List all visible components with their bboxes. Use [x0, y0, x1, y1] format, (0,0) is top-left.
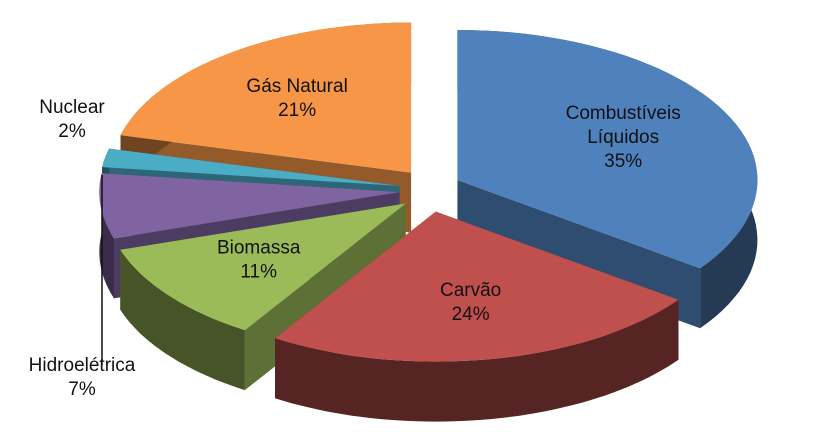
value-label: 7%: [68, 379, 96, 400]
label-line: Hidroelétrica: [29, 355, 136, 376]
slice-top: [457, 30, 758, 269]
slice-label: Hidroelétrica: [29, 355, 136, 376]
slice-label: Nuclear: [39, 97, 105, 118]
label-line: Combustíveis: [566, 103, 681, 124]
slice-top: [275, 211, 679, 362]
slice-wall: [275, 299, 679, 422]
slice-top: [99, 173, 400, 239]
value-label: 35%: [604, 151, 642, 172]
label-line: Líquidos: [587, 127, 659, 148]
slice-top: [102, 148, 400, 186]
value-label: 21%: [278, 100, 316, 121]
label-line: Biomassa: [217, 237, 301, 258]
slice-label: Biomassa: [217, 237, 301, 258]
label-line: Nuclear: [39, 97, 105, 118]
label-line: Carvão: [440, 280, 501, 301]
slice-top: [120, 22, 412, 173]
label-line: Gás Natural: [246, 76, 347, 97]
value-label: 2%: [58, 121, 86, 142]
slice: [275, 211, 679, 422]
value-label: 24%: [452, 304, 490, 325]
slice-label: Carvão: [440, 280, 501, 301]
value-label: 11%: [240, 261, 277, 282]
slice-wall: [120, 249, 245, 391]
slice-label: Gás Natural: [246, 76, 347, 97]
slice-label: Combustíveis Líquidos: [566, 103, 681, 148]
slice-wall: [99, 173, 114, 299]
slice-top: [120, 203, 406, 331]
